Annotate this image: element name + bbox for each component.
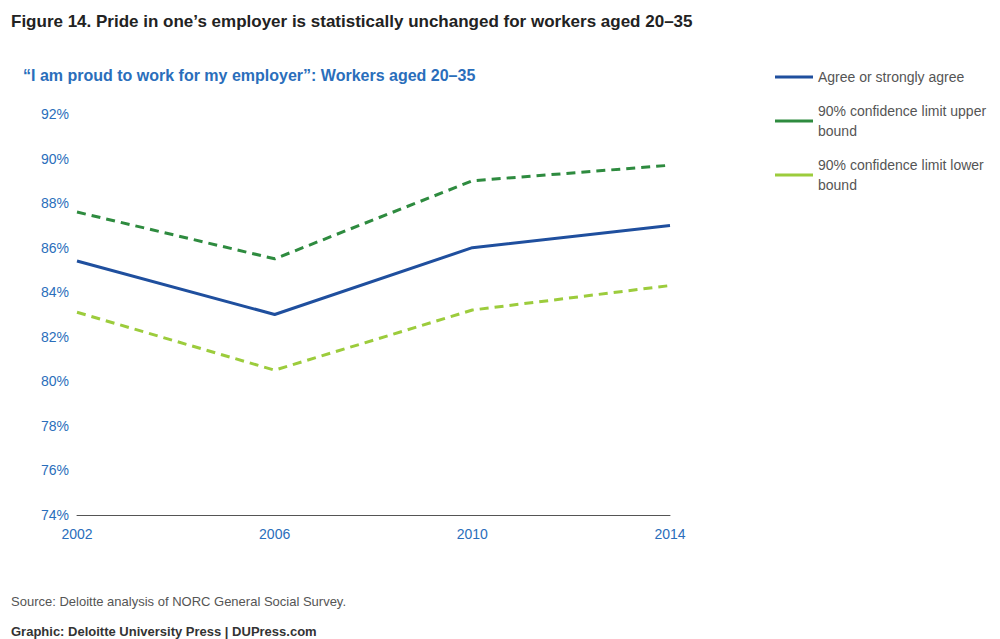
svg-text:Figure 14. Pride in one’s empl: Figure 14. Pride in one’s employer is st… (11, 12, 693, 31)
svg-text:90%: 90% (41, 151, 69, 167)
svg-text:Source: Deloitte analysis of N: Source: Deloitte analysis of NORC Genera… (11, 594, 346, 609)
svg-text:“I am proud to work for my emp: “I am proud to work for my employer”: Wo… (23, 67, 475, 84)
svg-text:86%: 86% (41, 240, 69, 256)
svg-text:2010: 2010 (457, 526, 488, 542)
svg-text:90% confidence limit upper: 90% confidence limit upper (818, 103, 990, 119)
svg-text:80%: 80% (41, 373, 69, 389)
svg-text:2002: 2002 (61, 526, 92, 542)
svg-text:90% confidence limit lower: 90% confidence limit lower (818, 157, 988, 173)
svg-text:92%: 92% (41, 106, 69, 122)
svg-text:78%: 78% (41, 418, 69, 434)
svg-text:76%: 76% (41, 462, 69, 478)
svg-text:2014: 2014 (654, 526, 685, 542)
svg-text:2006: 2006 (259, 526, 290, 542)
svg-text:74%: 74% (41, 507, 69, 523)
svg-text:bound: bound (818, 123, 857, 139)
svg-text:bound: bound (818, 177, 857, 193)
svg-text:Agree or strongly agree: Agree or strongly agree (818, 69, 965, 85)
svg-text:82%: 82% (41, 329, 69, 345)
svg-text:Graphic: Deloitte University P: Graphic: Deloitte University Press | DUP… (11, 624, 317, 639)
svg-text:84%: 84% (41, 284, 69, 300)
svg-text:88%: 88% (41, 195, 69, 211)
